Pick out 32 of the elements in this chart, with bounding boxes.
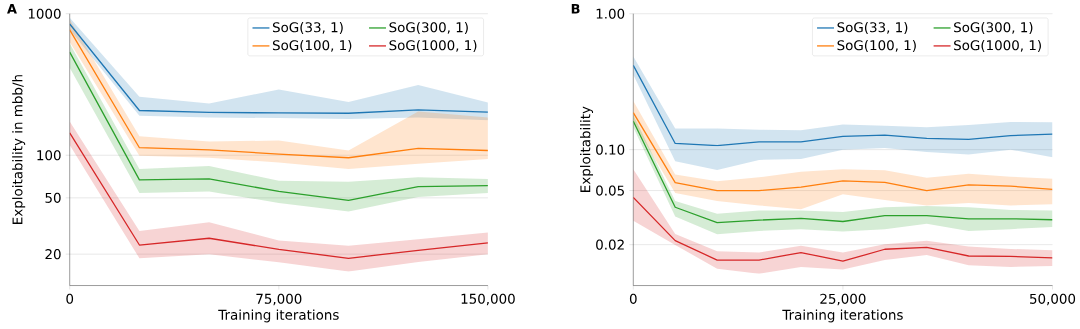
x-axis-title: Training iterations: [218, 309, 339, 323]
y-tick-label: 1.00: [596, 8, 625, 19]
y-tick-label: 100: [37, 149, 61, 161]
y-tick-label: 0.10: [596, 144, 625, 155]
legend-label: SoG(300, 1): [389, 21, 468, 34]
chart-title: B: [571, 3, 580, 14]
legend-label: SoG(1000, 1): [954, 39, 1041, 52]
y-tick-label: 1000: [28, 8, 61, 19]
x-tick-label: 0: [629, 293, 637, 304]
line-series: [633, 64, 1053, 147]
x-axis-title: Training iterations: [782, 309, 903, 323]
line-series: [633, 196, 1053, 262]
y-tick-label: 0.02: [596, 239, 624, 250]
legend-label: SoG(100, 1): [272, 39, 352, 52]
legend-label: SoG(300, 1): [954, 21, 1033, 34]
x-tick-label: 0: [66, 293, 74, 304]
legend-label: SoG(33, 1): [837, 21, 908, 34]
x-tick-label: 25,000: [820, 293, 866, 306]
line-series: [633, 111, 1053, 192]
legend-label: SoG(100, 1): [837, 39, 916, 52]
y-tick-label: 0.05: [596, 185, 624, 196]
y-axis-title: Exploitability: [580, 106, 594, 192]
x-tick-label: 75,000: [256, 293, 302, 306]
y-tick-label: 50: [45, 192, 61, 203]
x-tick-label: 50,000: [1030, 293, 1076, 306]
legend-label: SoG(1000, 1): [389, 39, 477, 52]
chart-title: A: [7, 3, 17, 14]
y-axis-title: Exploitability in mbb/h: [12, 75, 26, 224]
line-series: [69, 132, 488, 259]
legend-label: SoG(33, 1): [272, 21, 343, 34]
x-tick-label: 150,000: [461, 293, 515, 306]
y-tick-label: 20: [45, 248, 61, 260]
